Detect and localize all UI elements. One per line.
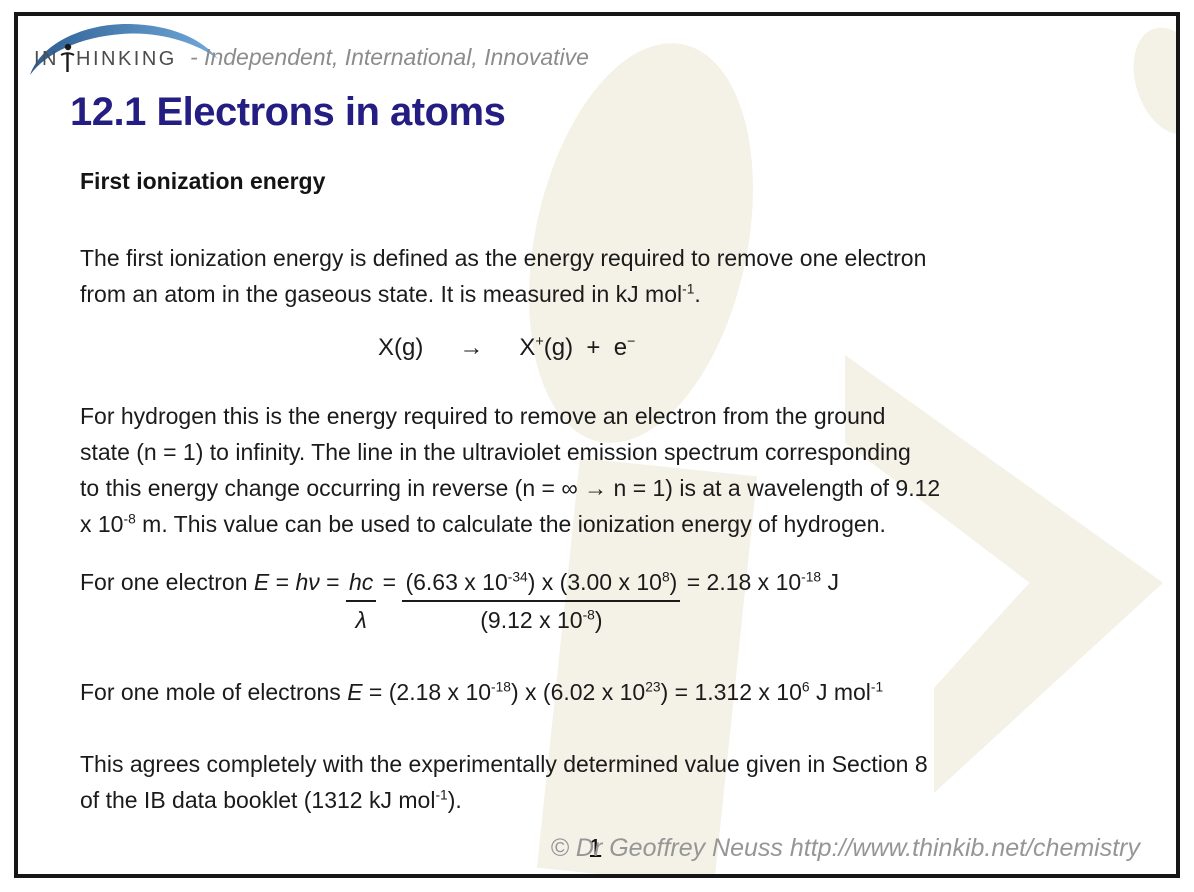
brand-prefix: IN (34, 48, 59, 70)
paragraph-definition: The first ionization energy is defined a… (80, 240, 926, 312)
para-line: from an atom in the gaseous state. It is… (80, 281, 701, 307)
para-line: This agrees completely with the experime… (80, 751, 928, 777)
thinker-person-icon (60, 43, 75, 72)
brand-tagline: - Independent, International, Innovative (190, 44, 589, 70)
para-line: to this energy change occurring in rever… (80, 475, 941, 501)
formula-lead: For one electron E = hν = (80, 569, 346, 595)
swoosh-icon (30, 23, 218, 75)
paragraph-agreement: This agrees completely with the experime… (80, 746, 928, 818)
formula-one-mole: For one mole of electrons E = (2.18 x 10… (80, 679, 884, 705)
page-title: 12.1 Electrons in atoms (70, 90, 506, 134)
fraction-values: (6.63 x 10-34) x (3.00 x 108) (9.12 x 10… (402, 564, 681, 638)
para-line: of the IB data booklet (1312 kJ mol-1). (80, 787, 462, 813)
ionization-equation: X(g) → X+(g) + e− (378, 334, 636, 362)
para-line: x 10-8 m. This value can be used to calc… (80, 511, 886, 537)
fraction-hc-lambda: hc λ (345, 564, 377, 638)
slide-frame: IN HINKING - Independent, International,… (14, 12, 1180, 878)
copyright-notice: © Dr Geoffrey Neuss http://www.thinkib.n… (550, 834, 1140, 862)
formula-result: = 2.18 x 10-18 J (680, 569, 839, 595)
brand-suffix: HINKING (76, 48, 177, 70)
page-number: 1 (588, 833, 603, 863)
equation-lhs: X(g) (378, 334, 424, 361)
formula-one-electron: For one electron E = hν = hc λ = (6.63 x… (80, 564, 839, 638)
watermark-corner (1120, 17, 1176, 145)
paragraph-hydrogen: For hydrogen this is the energy required… (80, 398, 940, 542)
equals-sign: = (376, 569, 403, 595)
equation-arrow: → (459, 334, 484, 361)
para-line: state (n = 1) to infinity. The line in t… (80, 439, 911, 465)
brand-wordmark: IN HINKING (34, 43, 177, 72)
section-heading: First ionization energy (80, 168, 326, 194)
equation-rhs: X+(g) + e− (519, 334, 636, 361)
para-line: The first ionization energy is defined a… (80, 245, 927, 271)
para-line: For hydrogen this is the energy required… (80, 403, 886, 429)
